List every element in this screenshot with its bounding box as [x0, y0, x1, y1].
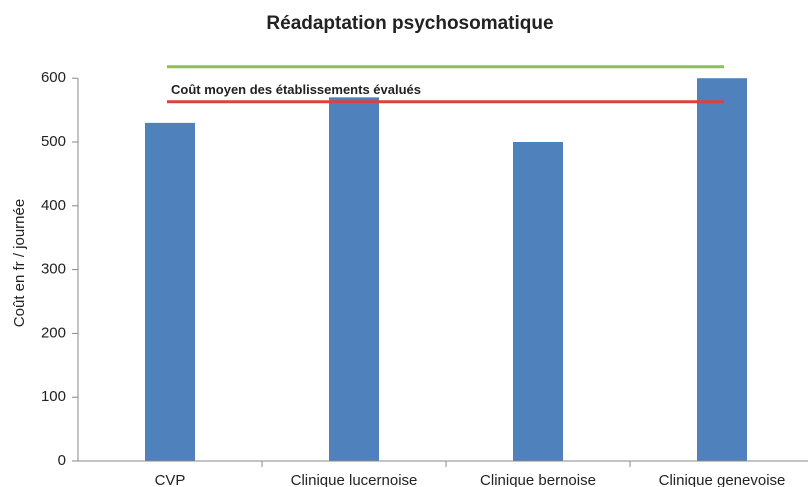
y-tick-label: 100 [41, 388, 66, 405]
y-tick-label: 600 [41, 69, 66, 86]
chart-title: Réadaptation psychosomatique [266, 13, 553, 34]
bar [145, 122, 195, 462]
x-tick-label: Clinique lucernoise [291, 472, 418, 487]
bar [697, 78, 747, 461]
bar [513, 142, 563, 461]
y-tick-label: 0 [58, 452, 66, 469]
x-tick-label: CVP [155, 472, 186, 487]
y-tick-label: 300 [41, 261, 66, 278]
y-tick-label: 200 [41, 324, 66, 341]
y-tick-label: 400 [41, 197, 66, 214]
x-tick-label: Clinique genevoise [659, 472, 786, 487]
x-tick-label: Clinique bernoise [480, 472, 596, 487]
y-tick-label: 500 [41, 133, 66, 150]
y-axis-label: Coût en fr / journée [11, 199, 28, 327]
bar [329, 97, 379, 461]
annotation: Coût moyen des établissements évalués [171, 82, 421, 97]
